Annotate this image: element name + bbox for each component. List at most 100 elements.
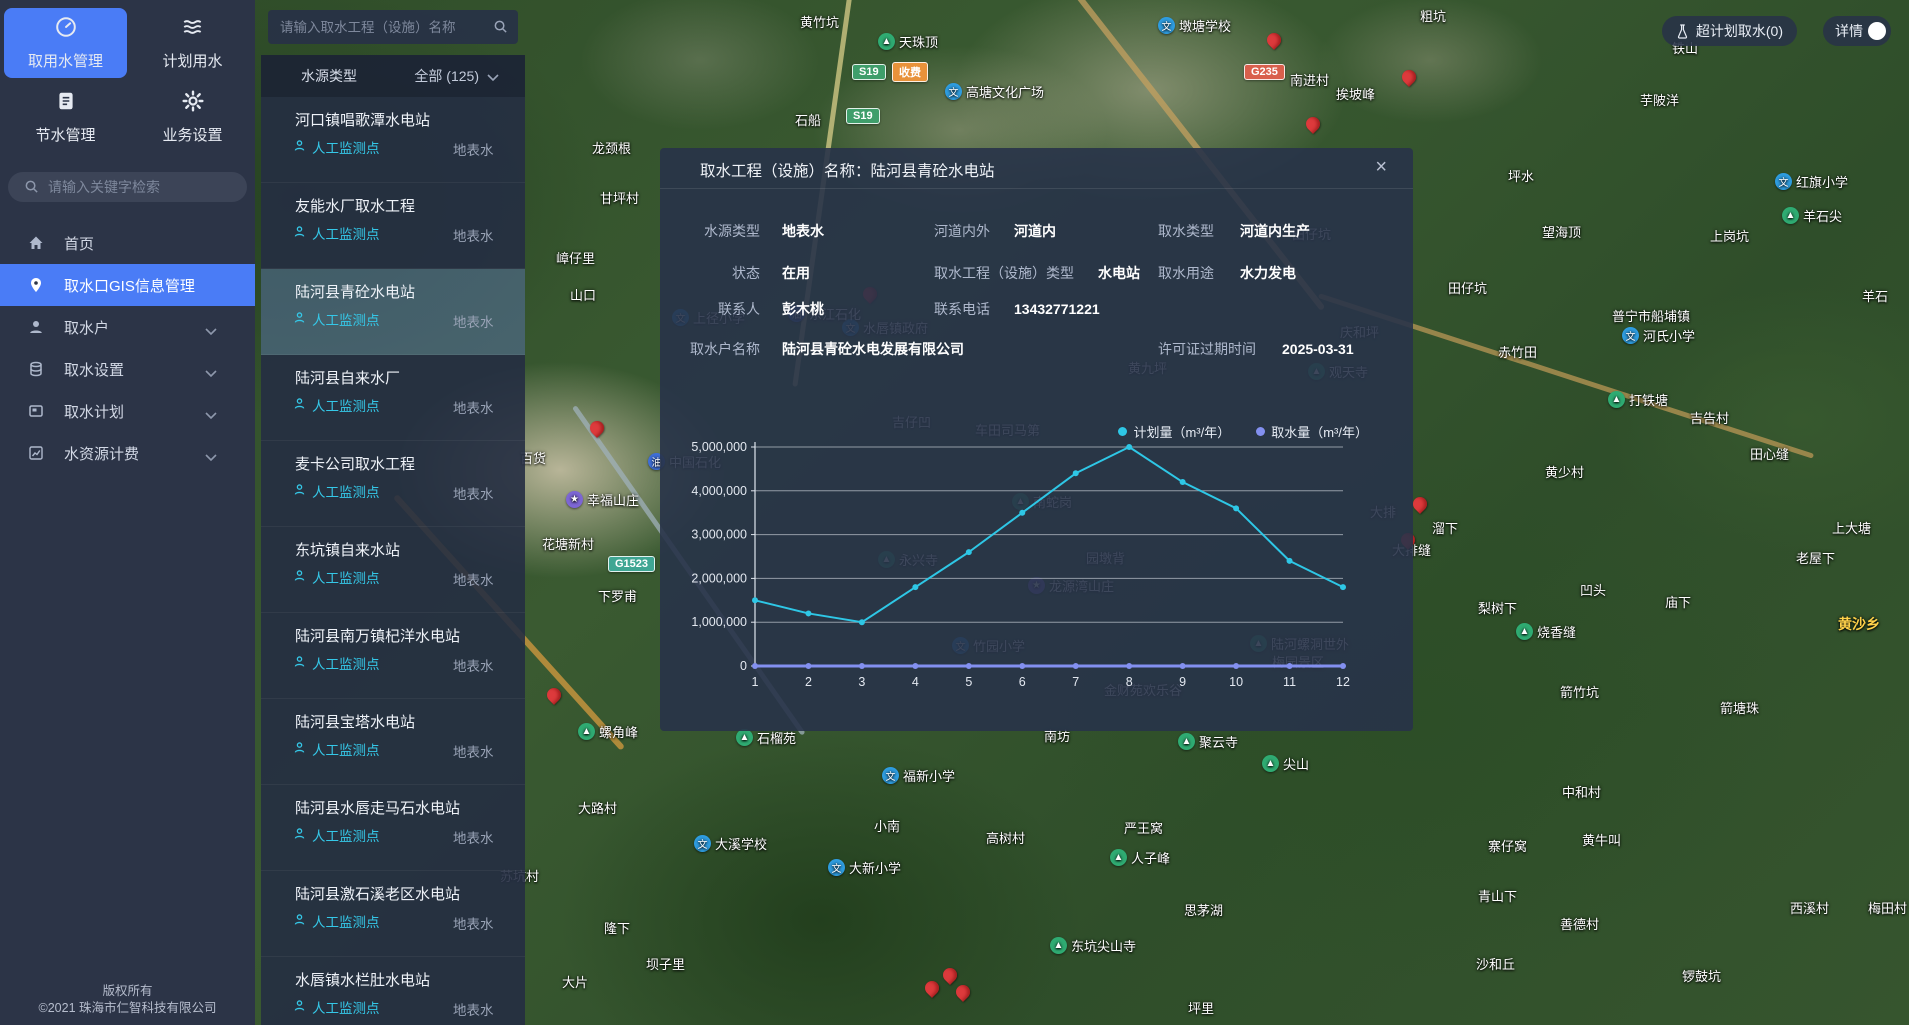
module-4[interactable]: 业务设置 <box>131 82 254 152</box>
filter-label: 水源类型 <box>301 68 357 84</box>
svg-text:1,000,000: 1,000,000 <box>691 615 747 629</box>
sidebar-item-6[interactable]: 水资源计费 <box>0 432 255 474</box>
station-list-item[interactable]: 友能水厂取水工程 人工监测点 地表水 <box>261 183 525 269</box>
sidebar-item-1[interactable]: 首页 <box>0 222 255 264</box>
sidebar-item-label: 取水设置 <box>64 361 125 379</box>
place-name: 黄竹坑 <box>800 15 840 30</box>
red-map-pin-icon[interactable] <box>544 685 564 705</box>
monitor-type: 人工监测点 <box>293 997 380 1017</box>
module-2[interactable]: 计划用水 <box>131 8 254 78</box>
map-place-label: 坪水 <box>1508 166 1534 185</box>
meter-icon <box>55 16 77 43</box>
field-value: 陆河县青砼水电发展有限公司 <box>782 341 964 357</box>
station-list-item[interactable]: 陆河县宝塔水电站 人工监测点 地表水 <box>261 699 525 785</box>
school-poi-icon: 文 <box>1775 173 1792 190</box>
peak-poi-icon: ▲ <box>1262 755 1279 772</box>
place-name: 大新小学 <box>849 861 902 876</box>
map-place-label: 箭塘珠 <box>1720 698 1759 717</box>
search-icon <box>25 180 38 193</box>
keyword-search-input[interactable] <box>8 172 247 202</box>
chevron-down-icon <box>205 365 217 378</box>
sidebar-menu: 首页取水口GIS信息管理取水户取水设置取水计划 水资源计费 <box>0 222 255 474</box>
search-icon[interactable] <box>493 19 508 34</box>
location-pin-icon <box>28 277 44 293</box>
over-plan-water-button[interactable]: 超计划取水(0) <box>1661 16 1797 46</box>
legend-item[interactable]: 取水量（m³/年） <box>1256 422 1368 441</box>
map-place-label: ▲ 羊石尖 <box>1782 206 1842 225</box>
legend-item[interactable]: 计划量（m³/年） <box>1118 422 1230 441</box>
station-list-item[interactable]: 水唇镇水栏肚水电站 人工监测点 地表水 <box>261 957 525 1025</box>
station-list-item[interactable]: 东坑镇自来水站 人工监测点 地表水 <box>261 527 525 613</box>
station-name-search-input[interactable] <box>268 10 518 44</box>
map-place-label: 望海顶 <box>1542 222 1581 241</box>
map-place-label: 田心缝 <box>1750 444 1789 463</box>
svg-text:2: 2 <box>805 675 812 689</box>
field-label: 河道内外 <box>934 223 990 239</box>
sidebar-item-label: 取水口GIS信息管理 <box>64 277 195 295</box>
place-name: 东坑尖山寺 <box>1071 939 1137 954</box>
red-map-pin-icon[interactable] <box>922 978 942 998</box>
station-panel: 水源类型 全部 (125) 河口镇唱歌潭水电站人工监测点地表水友能水厂取水工程人… <box>261 0 525 1025</box>
monitor-label: 人工监测点 <box>312 743 380 758</box>
document-icon <box>55 90 77 117</box>
map-place-label: 百货 <box>520 448 546 467</box>
sidebar-item-4[interactable]: 取水设置 <box>0 348 255 390</box>
sidebar-item-3[interactable]: 取水户 <box>0 306 255 348</box>
place-name: 羊石 <box>1862 289 1889 304</box>
svg-text:3,000,000: 3,000,000 <box>691 528 747 542</box>
map-place-label: 花塘新村 <box>542 534 594 553</box>
place-name: 芋陂洋 <box>1640 93 1680 108</box>
road-badge: S19 <box>852 64 886 80</box>
module-3[interactable]: 节水管理 <box>4 82 127 152</box>
close-icon[interactable]: × <box>1375 156 1387 178</box>
chevron-down-icon <box>205 323 217 336</box>
map-place-label: 文大新小学 <box>828 858 901 877</box>
monitor-label: 人工监测点 <box>312 657 380 672</box>
map-place-label: 溜下 <box>1432 518 1458 537</box>
road-badge: G235 <box>1244 64 1285 80</box>
detail-toggle[interactable]: 详情 <box>1823 16 1891 46</box>
place-name: 龙颈根 <box>592 141 632 156</box>
sidebar-item-2[interactable]: 取水口GIS信息管理 <box>0 264 255 306</box>
sidebar-item-5[interactable]: 取水计划 <box>0 390 255 432</box>
module-1[interactable]: 取用水管理 <box>4 8 127 78</box>
red-map-pin-icon[interactable] <box>953 982 973 1002</box>
chevron-down-icon <box>487 73 499 81</box>
chart-icon <box>28 445 44 461</box>
svg-text:12: 12 <box>1336 675 1350 689</box>
station-list-item[interactable]: 陆河县水唇走马石水电站 人工监测点 地表水 <box>261 785 525 871</box>
school-poi-icon: 文 <box>828 859 845 876</box>
station-list-item[interactable]: 陆河县自来水厂 人工监测点 地表水 <box>261 355 525 441</box>
station-list-item[interactable]: 河口镇唱歌潭水电站 人工监测点 地表水 <box>261 97 525 183</box>
person-icon <box>293 311 306 327</box>
red-map-pin-icon[interactable] <box>1303 114 1323 134</box>
person-icon <box>293 483 306 499</box>
place-name: 望海顶 <box>1542 225 1582 240</box>
road-badge: G1523 <box>608 556 656 572</box>
station-list-item[interactable]: 陆河县激石溪老区水电站 人工监测点 地表水 <box>261 871 525 957</box>
filter-selected-value[interactable]: 全部 (125) <box>414 68 479 84</box>
sidebar-search <box>8 172 247 202</box>
copyright: 版权所有 ©2021 珠海市仁智科技有限公司 <box>0 983 255 1017</box>
water-source-filter[interactable]: 水源类型 全部 (125) <box>261 55 525 97</box>
red-map-pin-icon[interactable] <box>1264 30 1284 50</box>
red-map-pin-icon[interactable] <box>1399 67 1419 87</box>
station-list-item[interactable]: 麦卡公司取水工程 人工监测点 地表水 <box>261 441 525 527</box>
map-place-label: 石船 <box>795 110 821 129</box>
place-name: 尖山 <box>1283 757 1310 772</box>
station-list-item[interactable]: 陆河县青砼水电站 人工监测点 地表水 <box>261 269 525 355</box>
place-name: 梨树下 <box>1478 601 1518 616</box>
map-place-label: 山口 <box>570 285 596 304</box>
place-name: 聚云寺 <box>1199 735 1239 750</box>
red-map-pin-icon[interactable] <box>1410 494 1430 514</box>
person-icon <box>293 139 306 155</box>
place-name: 石榴苑 <box>757 731 797 746</box>
place-name: 隆下 <box>604 921 631 936</box>
map-place-label: 沙和丘 <box>1476 954 1515 973</box>
copyright-line1: 版权所有 <box>102 984 153 998</box>
place-name: 西溪村 <box>1790 901 1830 916</box>
map-place-label: 粗坑 <box>1420 6 1446 25</box>
red-map-pin-icon[interactable] <box>940 965 960 985</box>
map-place-label: 吉告村 <box>1690 408 1729 427</box>
station-list-item[interactable]: 陆河县南万镇杞洋水电站 人工监测点 地表水 <box>261 613 525 699</box>
